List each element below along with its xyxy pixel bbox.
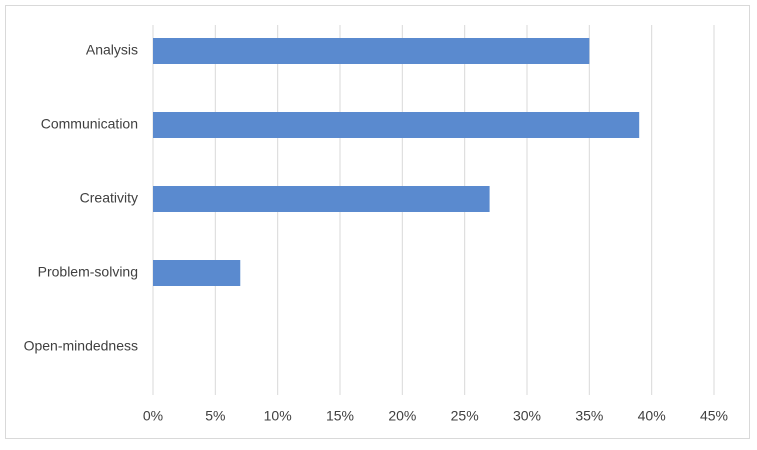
- y-tick-label: Analysis: [86, 42, 138, 58]
- y-tick-label: Communication: [41, 116, 138, 132]
- bar: [153, 186, 490, 212]
- x-tick-label: 20%: [388, 408, 416, 424]
- y-tick-label: Creativity: [80, 190, 138, 206]
- x-tick-label: 40%: [638, 408, 666, 424]
- x-tick-label: 10%: [264, 408, 292, 424]
- x-tick-label: 15%: [326, 408, 354, 424]
- x-tick-label: 25%: [451, 408, 479, 424]
- x-tick-label: 35%: [575, 408, 603, 424]
- x-tick-label: 5%: [205, 408, 225, 424]
- x-tick-label: 0%: [143, 408, 163, 424]
- x-tick-label: 45%: [700, 408, 728, 424]
- x-tick-label: 30%: [513, 408, 541, 424]
- y-tick-label: Open-mindedness: [24, 338, 138, 354]
- bar: [153, 112, 640, 138]
- chart-border: [5, 5, 750, 439]
- y-tick-label: Problem-solving: [38, 264, 138, 280]
- bar: [153, 38, 590, 64]
- bar: [153, 260, 241, 286]
